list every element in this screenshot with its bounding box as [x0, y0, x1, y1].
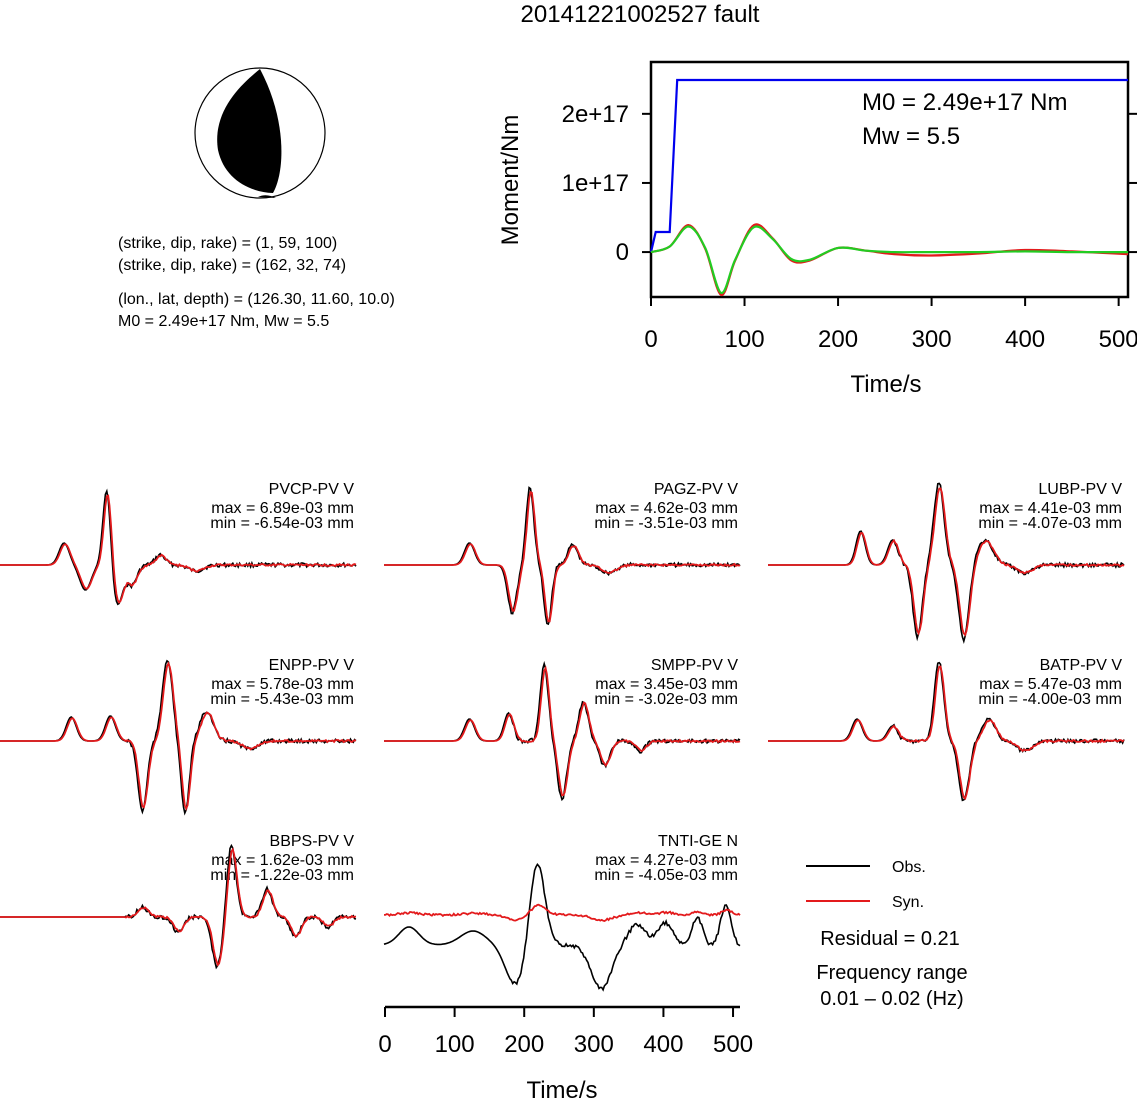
fault-plane-2: (strike, dip, rake) = (162, 32, 74)	[118, 257, 346, 274]
trace-xtick-label: 200	[504, 1031, 544, 1058]
observed-waveform	[383, 863, 741, 992]
moment-xtick-label: 200	[818, 326, 858, 353]
legend-obs: Obs.	[892, 859, 926, 876]
synthetic-waveform	[768, 487, 1125, 637]
synthetic-waveform	[384, 490, 741, 623]
synthetic-waveform	[384, 665, 741, 797]
trace-min-label: min = -5.43e-03 mm	[210, 691, 354, 708]
synthetic-waveform	[0, 494, 357, 604]
moment-summary: M0 = 2.49e+17 Nm, Mw = 5.5	[118, 313, 329, 330]
cumulative-moment-line	[649, 78, 1128, 253]
trace-station-label: PAGZ-PV V	[654, 481, 738, 498]
trace-min-label: min = -6.54e-03 mm	[210, 515, 354, 532]
trace-max-label: max = 5.78e-03 mm	[211, 676, 354, 693]
moment-xtick-label: 100	[725, 326, 765, 353]
figure-title: 20141221002527 fault	[521, 1, 760, 28]
trace-min-label: min = -3.51e-03 mm	[594, 515, 738, 532]
moment-panel: Moment/Nm Time/s M0 = 2.49e+17 Nm Mw = 5…	[497, 60, 1137, 398]
moment-xtick-label: 300	[912, 326, 952, 353]
trace-min-label: min = -4.07e-03 mm	[978, 515, 1122, 532]
trace-max-label: max = 3.45e-03 mm	[595, 676, 738, 693]
legend-syn: Syn.	[892, 894, 924, 911]
trace-xlabel: Time/s	[526, 1077, 597, 1103]
synthetic-waveform	[768, 665, 1125, 801]
trace-station-label: BBPS-PV V	[270, 833, 355, 850]
synthetic-waveform	[0, 847, 357, 967]
trace-max-label: max = 5.47e-03 mm	[979, 676, 1122, 693]
source-parameters: (strike, dip, rake) = (1, 59, 100) (stri…	[118, 235, 395, 330]
moment-ytick-label: 0	[616, 239, 629, 266]
trace-station-label: SMPP-PV V	[651, 657, 738, 674]
moment-xtick-label: 500	[1099, 326, 1137, 353]
trace-min-label: min = -3.02e-03 mm	[594, 691, 738, 708]
residual-label: Residual = 0.21	[820, 928, 960, 950]
trace-min-label: min = -4.00e-03 mm	[978, 691, 1122, 708]
moment-xtick-label: 0	[644, 326, 657, 353]
moment-ylabel: Moment/Nm	[497, 115, 524, 246]
trace-max-label: max = 4.41e-03 mm	[979, 500, 1122, 517]
moment-plot-frame	[649, 60, 1130, 299]
trace-station-label: ENPP-PV V	[269, 657, 355, 674]
moment-ytick-label: 1e+17	[562, 170, 629, 197]
trace-station-label: TNTI-GE N	[658, 833, 738, 850]
synthetic-waveform	[0, 661, 357, 811]
moment-xtick-label: 400	[1005, 326, 1045, 353]
mw-label: Mw = 5.5	[862, 123, 960, 150]
trace-max-label: max = 4.27e-03 mm	[595, 852, 738, 869]
fault-plane-1: (strike, dip, rake) = (1, 59, 100)	[118, 235, 337, 252]
beachball-icon	[194, 67, 326, 199]
source-time-function-green	[650, 225, 1129, 294]
trace-xtick-label: 100	[435, 1031, 475, 1058]
trace-max-label: max = 4.62e-03 mm	[595, 500, 738, 517]
trace-xtick-label: 300	[574, 1031, 614, 1058]
source-time-function-red	[650, 223, 1129, 296]
m0-label: M0 = 2.49e+17 Nm	[862, 89, 1067, 116]
synthetic-waveform	[384, 903, 741, 922]
trace-min-label: min = -1.22e-03 mm	[210, 867, 354, 884]
moment-ytick-label: 2e+17	[562, 101, 629, 128]
trace-station-label: PVCP-PV V	[269, 481, 355, 498]
trace-station-label: LUBP-PV V	[1038, 481, 1122, 498]
trace-min-label: min = -4.05e-03 mm	[594, 867, 738, 884]
trace-max-label: max = 1.62e-03 mm	[211, 852, 354, 869]
frequency-range: 0.01 – 0.02 (Hz)	[820, 988, 963, 1010]
trace-station-label: BATP-PV V	[1040, 657, 1123, 674]
hypocenter: (lon., lat, depth) = (126.30, 11.60, 10.…	[118, 291, 395, 308]
trace-max-label: max = 6.89e-03 mm	[211, 500, 354, 517]
legend: Obs. Syn. Residual = 0.21 Frequency rang…	[806, 859, 968, 1010]
trace-xtick-label: 0	[378, 1031, 391, 1058]
moment-xlabel: Time/s	[850, 371, 921, 398]
trace-xtick-label: 400	[643, 1031, 683, 1058]
frequency-title: Frequency range	[816, 962, 967, 984]
trace-time-axis: Time/s 0 100 200 300 400 500	[378, 1005, 753, 1103]
trace-xtick-label: 500	[713, 1031, 753, 1058]
